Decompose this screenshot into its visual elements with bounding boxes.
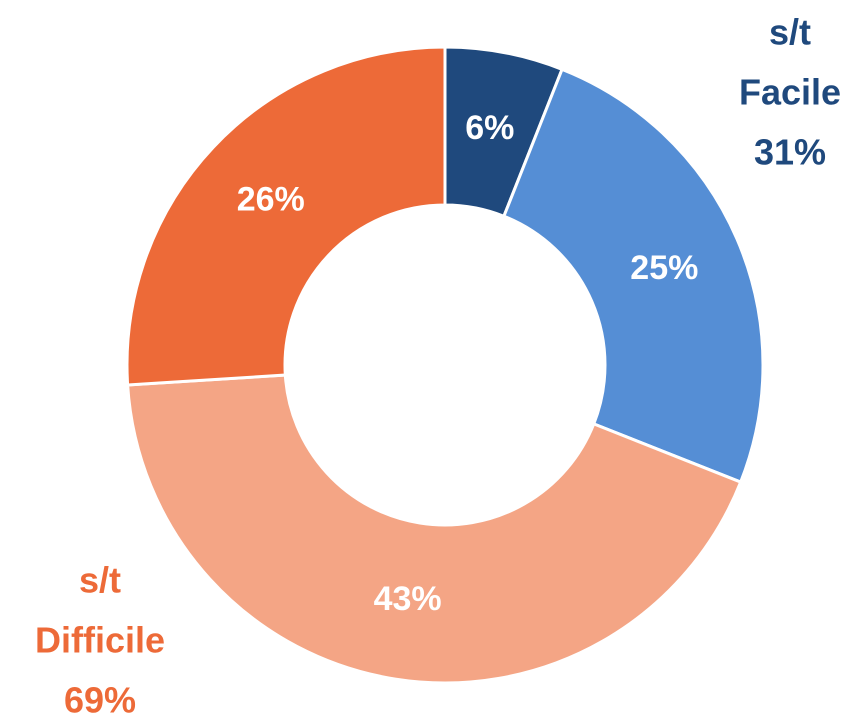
value-label: 6% [465, 109, 514, 147]
donut-segment [125, 45, 447, 387]
value-label: 26% [237, 180, 305, 218]
donut-segment [126, 373, 743, 685]
group-name: s/t [79, 560, 121, 601]
group-name: s/t [769, 12, 811, 53]
donut-segment [501, 67, 765, 485]
group-name: Difficile [35, 620, 165, 661]
group-value-label: 31% [754, 132, 826, 173]
value-label: 43% [374, 580, 442, 618]
group-value-label: 69% [64, 680, 136, 721]
value-label: 25% [630, 249, 698, 287]
group-name: Facile [739, 72, 841, 113]
